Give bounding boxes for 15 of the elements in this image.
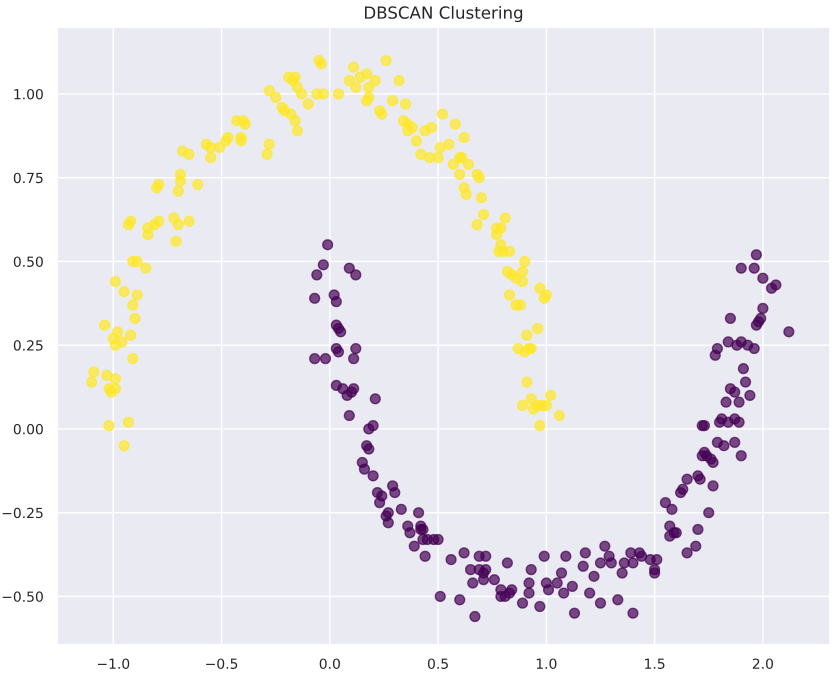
y-tick-label: −0.25: [2, 508, 43, 518]
y-tick-label: 0.00: [14, 424, 43, 434]
x-tick-label: 0.5: [428, 658, 448, 669]
y-tick-label: 0.50: [14, 256, 43, 267]
x-tick-label: −1.0: [98, 658, 130, 669]
chart-title: DBSCAN Clustering: [364, 6, 522, 22]
y-tick-label: 0.75: [14, 172, 43, 184]
y-tick-label: −0.50: [2, 591, 43, 602]
x-tick-label: 1.5: [645, 658, 664, 669]
y-tick-label: 1.00: [14, 88, 43, 100]
x-tick-label: 0.0: [320, 658, 340, 669]
x-tick-label: 1.0: [536, 658, 556, 669]
x-tick-label: −0.5: [206, 658, 238, 669]
x-tick-label: 2.0: [752, 658, 773, 669]
y-tick-label: 0.25: [14, 340, 43, 351]
